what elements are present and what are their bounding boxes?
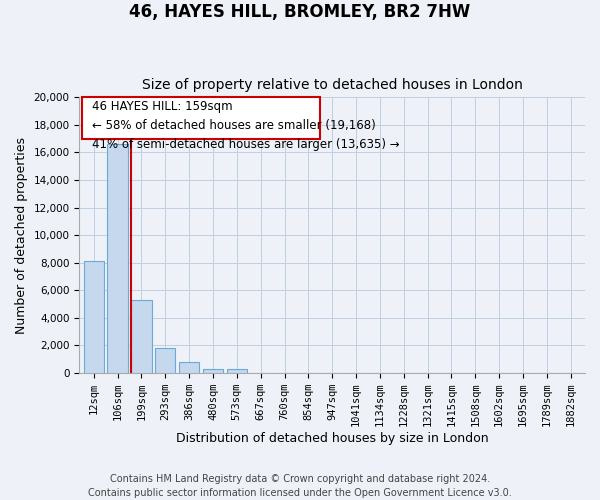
Y-axis label: Number of detached properties: Number of detached properties <box>15 136 28 334</box>
Bar <box>131 300 152 373</box>
Bar <box>179 362 199 373</box>
Text: 46 HAYES HILL: 159sqm
← 58% of detached houses are smaller (19,168)
41% of semi-: 46 HAYES HILL: 159sqm ← 58% of detached … <box>92 100 400 151</box>
X-axis label: Distribution of detached houses by size in London: Distribution of detached houses by size … <box>176 432 488 445</box>
Bar <box>155 348 175 373</box>
Bar <box>107 144 128 373</box>
Bar <box>227 369 247 373</box>
FancyBboxPatch shape <box>82 98 320 138</box>
Text: Contains HM Land Registry data © Crown copyright and database right 2024.
Contai: Contains HM Land Registry data © Crown c… <box>88 474 512 498</box>
Bar <box>203 369 223 373</box>
Text: 46, HAYES HILL, BROMLEY, BR2 7HW: 46, HAYES HILL, BROMLEY, BR2 7HW <box>130 2 470 21</box>
Title: Size of property relative to detached houses in London: Size of property relative to detached ho… <box>142 78 523 92</box>
Bar <box>83 262 104 373</box>
